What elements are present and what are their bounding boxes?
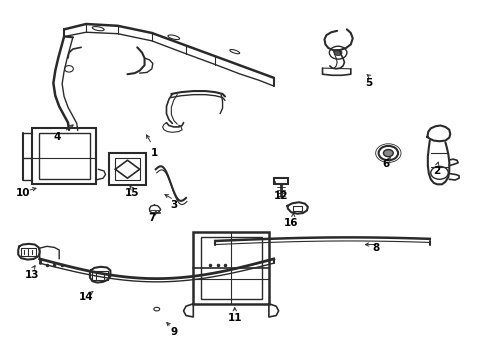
Text: 14: 14	[79, 292, 93, 302]
Bar	[273, 178, 288, 184]
Text: 1: 1	[150, 148, 158, 158]
Text: 8: 8	[372, 243, 379, 253]
Bar	[109, 153, 145, 185]
Text: 13: 13	[25, 270, 40, 280]
Text: 5: 5	[365, 78, 372, 88]
Text: 4: 4	[53, 132, 61, 142]
Text: 11: 11	[227, 313, 242, 323]
Bar	[193, 232, 268, 304]
Text: 2: 2	[432, 166, 440, 176]
Text: 16: 16	[283, 218, 298, 228]
Text: 15: 15	[125, 188, 139, 198]
Circle shape	[383, 149, 392, 157]
Text: 9: 9	[170, 327, 177, 337]
Text: 10: 10	[15, 188, 30, 198]
Bar	[32, 128, 96, 184]
Bar	[200, 237, 261, 299]
Bar	[39, 133, 90, 179]
Text: 3: 3	[170, 200, 177, 210]
Text: 6: 6	[382, 159, 389, 169]
Bar	[115, 158, 140, 180]
Text: 7: 7	[148, 213, 155, 222]
Text: 12: 12	[273, 191, 288, 201]
Circle shape	[333, 50, 341, 55]
